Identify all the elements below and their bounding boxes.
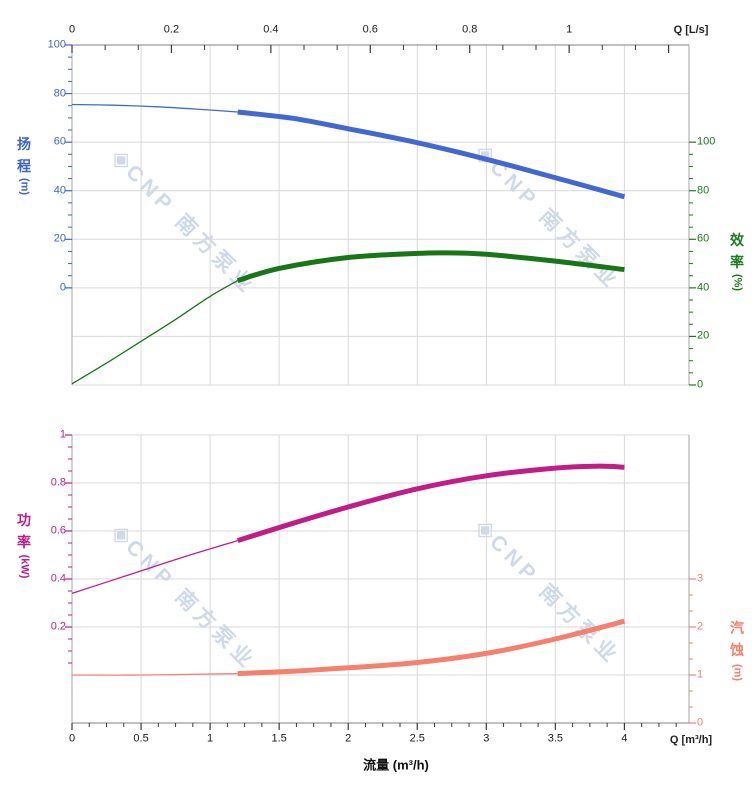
power-curve — [71, 463, 625, 595]
head-curve — [71, 103, 626, 200]
npsh-curve — [71, 618, 626, 677]
efficiency-curve — [71, 250, 625, 385]
